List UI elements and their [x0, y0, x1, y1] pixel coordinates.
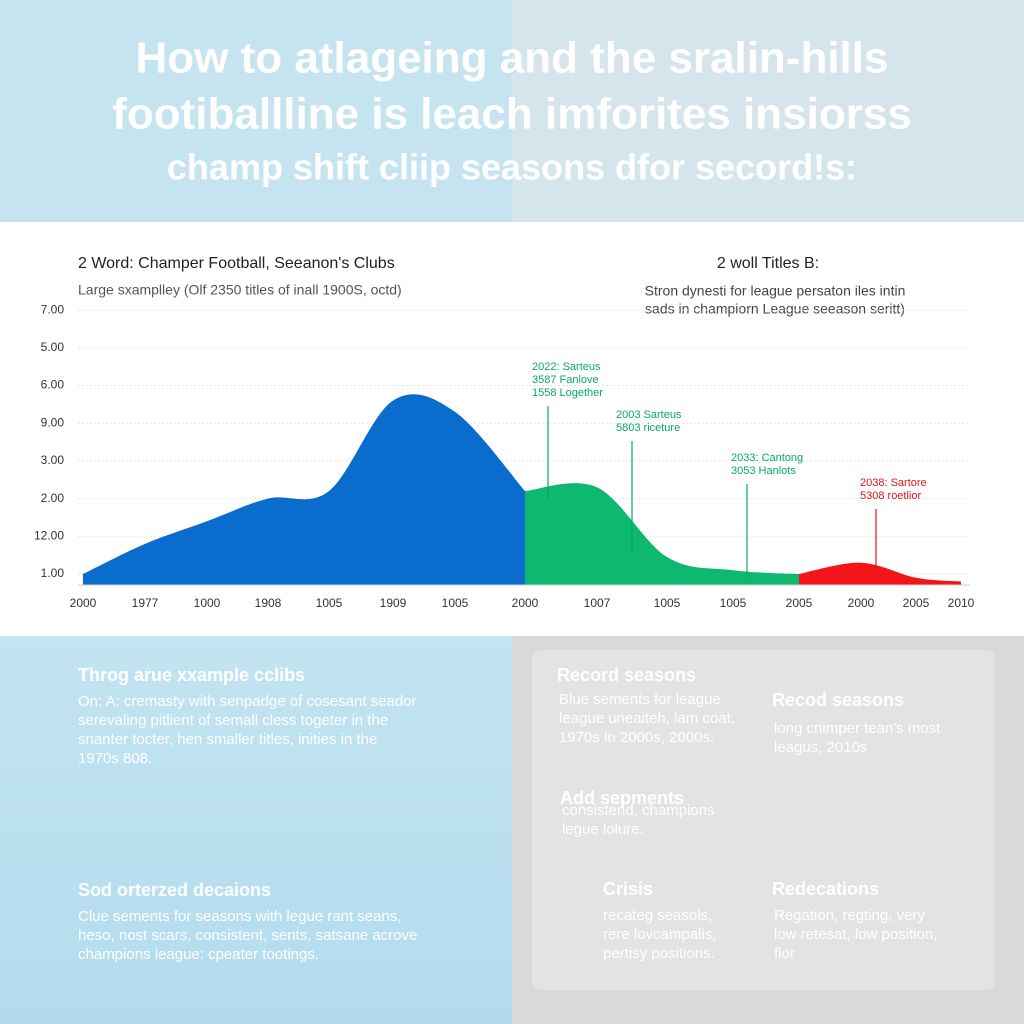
panel-heading: Record seasons — [557, 665, 696, 685]
y-tick-label: 3.00 — [41, 453, 65, 467]
panel-bg-left — [0, 636, 512, 1024]
x-tick-label: 1005 — [442, 596, 469, 610]
x-tick-label: 2000 — [512, 596, 539, 610]
y-tick-label: 12.00 — [34, 528, 64, 542]
title-line: How to atlageing and the sralin-hills — [136, 34, 889, 83]
panel-heading: Throg arue xxample cclibs — [78, 665, 305, 685]
panel-text: Regation, regting, very — [774, 907, 925, 924]
panel-text: Blue sements for league — [559, 691, 721, 708]
panel-text: legue lolure. — [562, 821, 644, 838]
annotation: 1558 Logether — [532, 387, 603, 399]
header-bg-right — [512, 0, 1024, 222]
x-tick-label: 1005 — [316, 596, 343, 610]
y-tick-label: 7.00 — [41, 302, 65, 316]
x-tick-label: 1005 — [654, 596, 681, 610]
right-title: 2 woll Titles B: — [717, 255, 819, 272]
annotation: 2003 Sarteus — [616, 409, 682, 421]
title-line: footiballline is leach imforites insiors… — [112, 90, 912, 139]
panel-text: flor — [774, 945, 795, 962]
x-tick-label: 2000 — [848, 596, 875, 610]
panel-heading: Add sepments — [560, 788, 684, 808]
right-subtitle: sads in champiorn League seeason seritt) — [645, 301, 905, 317]
y-tick-label: 1.00 — [41, 566, 65, 580]
annotation: 5308 roetlior — [860, 490, 921, 502]
x-tick-label: 2000 — [70, 596, 97, 610]
x-tick-label: 1977 — [132, 596, 159, 610]
panel-heading: Recod seasons — [772, 690, 904, 710]
panel-text: long cnimper tean's most — [774, 720, 941, 737]
panel-text: 1970s 808. — [78, 750, 152, 767]
x-tick-label: 1007 — [584, 596, 611, 610]
annotation: 2033: Cantong — [731, 452, 803, 464]
title-line: champ shift cliip seasons dfor secord!s: — [167, 147, 857, 188]
x-tick-label: 2010 — [948, 596, 975, 610]
x-tick-label: 2005 — [786, 596, 813, 610]
header-bg-left — [0, 0, 512, 222]
y-tick-label: 6.00 — [41, 378, 65, 392]
y-tick-label: 5.00 — [41, 340, 65, 354]
annotation: 2038: Sartore — [860, 477, 927, 489]
y-tick-label: 9.00 — [41, 415, 65, 429]
panel-text: champions league: cpeater tootings. — [78, 946, 319, 963]
panel-text: league uneaiteh, lam coat, — [559, 710, 735, 727]
x-tick-label: 1000 — [194, 596, 221, 610]
panel-text: rere lovcampalis, — [603, 926, 716, 943]
panel-text: leagus, 2010s — [774, 739, 867, 756]
panel-text: serevaling pitlient of semall cless toge… — [78, 712, 388, 729]
panel-text: consistend, champions — [562, 802, 715, 819]
x-tick-label: 1909 — [380, 596, 407, 610]
chart-title: 2 Word: Champer Football, Seeanon's Club… — [78, 255, 395, 272]
annotation: 3053 Hanlots — [731, 465, 796, 477]
x-tick-label: 2005 — [903, 596, 930, 610]
panel-text: low retesat, low position, — [774, 926, 937, 943]
panel-text: snanter tocter, hen smaller titles, init… — [78, 731, 377, 748]
chart-subtitle: Large sxamplley (Olf 2350 titles of inal… — [78, 282, 402, 298]
panel-text: pertisy positions. — [603, 945, 715, 962]
annotation: 5803 riceture — [616, 422, 680, 434]
panel-text: 1970s in 2000s, 2000s. — [559, 729, 714, 746]
x-tick-label: 1908 — [255, 596, 282, 610]
annotation: 2022: Sarteus — [532, 361, 601, 373]
panel-text: recateg seasols, — [603, 907, 712, 924]
panel-heading: Redecations — [772, 879, 879, 899]
panel-card — [532, 650, 995, 990]
area — [525, 483, 799, 585]
x-tick-label: 1005 — [720, 596, 747, 610]
area — [83, 394, 525, 585]
panel-text: Clue sements for seasons with legue rant… — [78, 908, 402, 925]
annotation: 3587 Fanlove — [532, 374, 599, 386]
panel-text: heso, nost scars, consistent, sents, sat… — [78, 927, 417, 944]
area — [799, 562, 961, 585]
panel-heading: Sod orterzed decaions — [78, 880, 271, 900]
panel-text: On: A: cremasty with senpadge of cosesan… — [78, 693, 417, 710]
panel-heading: Crisis — [603, 879, 653, 899]
y-tick-label: 2.00 — [41, 491, 65, 505]
right-subtitle: Stron dynesti for league persaton iles i… — [645, 283, 906, 299]
